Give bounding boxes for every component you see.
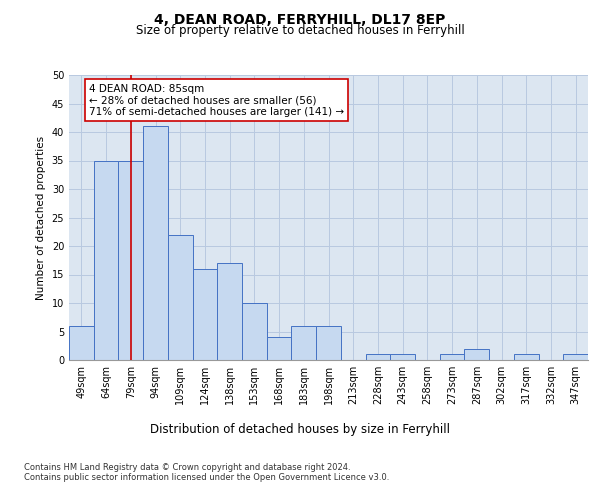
- Bar: [563, 354, 588, 360]
- Bar: [464, 348, 489, 360]
- Bar: [94, 160, 118, 360]
- Text: Contains public sector information licensed under the Open Government Licence v3: Contains public sector information licen…: [24, 472, 389, 482]
- Bar: [193, 269, 217, 360]
- Text: Contains HM Land Registry data © Crown copyright and database right 2024.: Contains HM Land Registry data © Crown c…: [24, 462, 350, 471]
- Y-axis label: Number of detached properties: Number of detached properties: [36, 136, 46, 300]
- Bar: [143, 126, 168, 360]
- Bar: [292, 326, 316, 360]
- Bar: [69, 326, 94, 360]
- Bar: [365, 354, 390, 360]
- Bar: [168, 234, 193, 360]
- Bar: [217, 263, 242, 360]
- Text: Distribution of detached houses by size in Ferryhill: Distribution of detached houses by size …: [150, 422, 450, 436]
- Bar: [267, 337, 292, 360]
- Bar: [440, 354, 464, 360]
- Bar: [316, 326, 341, 360]
- Bar: [118, 160, 143, 360]
- Bar: [242, 303, 267, 360]
- Text: 4, DEAN ROAD, FERRYHILL, DL17 8EP: 4, DEAN ROAD, FERRYHILL, DL17 8EP: [154, 12, 446, 26]
- Text: 4 DEAN ROAD: 85sqm
← 28% of detached houses are smaller (56)
71% of semi-detache: 4 DEAN ROAD: 85sqm ← 28% of detached hou…: [89, 84, 344, 116]
- Bar: [514, 354, 539, 360]
- Bar: [390, 354, 415, 360]
- Text: Size of property relative to detached houses in Ferryhill: Size of property relative to detached ho…: [136, 24, 464, 37]
